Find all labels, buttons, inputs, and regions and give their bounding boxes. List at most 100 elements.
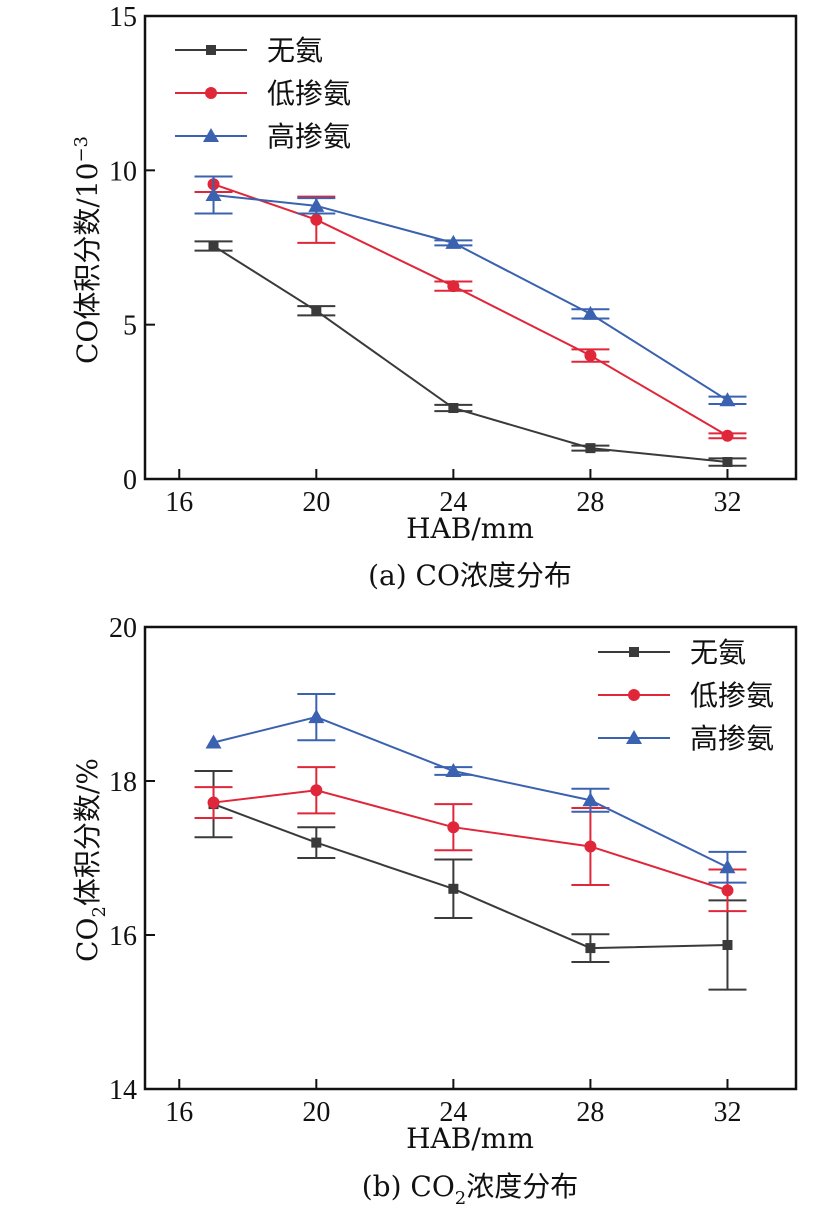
y-axis-label-a-main: CO体积分数/10 bbox=[71, 163, 104, 364]
caption-b-post: 浓度分布 bbox=[466, 1170, 578, 1203]
legend-item: 低掺氨 bbox=[175, 77, 351, 110]
series-line bbox=[213, 716, 728, 869]
y-axis-label-b: CO2体积分数/% bbox=[71, 758, 110, 962]
data-point bbox=[310, 784, 323, 797]
y-tick-label: 10 bbox=[109, 156, 137, 187]
data-point bbox=[584, 349, 597, 362]
data-point bbox=[445, 234, 462, 249]
y-tick-label: 5 bbox=[123, 311, 137, 342]
data-point bbox=[205, 187, 222, 202]
data-point bbox=[722, 457, 733, 468]
y-tick-label: 16 bbox=[109, 921, 137, 952]
legend-item: 高掺氨 bbox=[175, 120, 351, 153]
x-tick-label: 20 bbox=[302, 487, 330, 518]
x-tick-label: 16 bbox=[165, 1097, 193, 1128]
data-point bbox=[447, 280, 460, 293]
caption-b: (b) CO2浓度分布 bbox=[362, 1170, 579, 1209]
data-point bbox=[722, 940, 733, 951]
data-point bbox=[448, 883, 459, 894]
legend-marker bbox=[626, 730, 642, 744]
data-point bbox=[582, 305, 599, 320]
legend-item: 无氨 bbox=[175, 34, 323, 67]
data-point bbox=[585, 943, 596, 954]
legend-label: 无氨 bbox=[690, 636, 746, 669]
legend-item: 低掺氨 bbox=[598, 679, 774, 712]
axis-ticks-a: 16 20 24 28 32 0 5 10 15 bbox=[109, 2, 741, 518]
series-3 bbox=[205, 692, 747, 884]
data-point bbox=[311, 837, 322, 848]
x-tick-label: 32 bbox=[713, 1097, 741, 1128]
data-point bbox=[311, 305, 322, 316]
axis-ticks-b: 16 20 24 28 32 14 16 18 20 bbox=[109, 613, 741, 1128]
legend-label: 低掺氨 bbox=[267, 77, 351, 110]
y-axis-label-a-exponent: −3 bbox=[71, 136, 92, 163]
data-point bbox=[448, 403, 459, 414]
series-2 bbox=[194, 766, 747, 913]
series-line bbox=[212, 245, 728, 464]
series-1 bbox=[194, 240, 747, 468]
legend-marker bbox=[628, 689, 640, 701]
x-tick-label: 24 bbox=[439, 1097, 467, 1128]
data-point bbox=[719, 859, 736, 874]
x-tick-label: 24 bbox=[439, 487, 467, 518]
legend-marker bbox=[629, 647, 639, 657]
data-point bbox=[585, 443, 596, 454]
legend-marker bbox=[203, 128, 219, 142]
legend-label: 高掺氨 bbox=[267, 120, 351, 153]
series-group-a bbox=[194, 175, 747, 468]
data-point bbox=[308, 197, 325, 212]
series-2 bbox=[194, 175, 747, 442]
y-tick-label: 14 bbox=[109, 1075, 137, 1106]
data-point bbox=[310, 213, 323, 226]
data-point bbox=[719, 392, 736, 407]
plot-frame-a bbox=[143, 14, 798, 481]
series-line bbox=[213, 194, 729, 402]
y-tick-label: 18 bbox=[109, 767, 137, 798]
data-point bbox=[447, 821, 460, 834]
y-tick-label: 0 bbox=[123, 465, 137, 496]
x-axis-label-b: HAB/mm bbox=[406, 1122, 534, 1155]
series-line bbox=[213, 183, 728, 437]
y-axis-label-b-pre: CO bbox=[71, 918, 104, 962]
x-axis-label-a: HAB/mm bbox=[406, 512, 534, 545]
data-point bbox=[584, 840, 597, 853]
caption-b-sub: 2 bbox=[455, 1188, 466, 1209]
legend-item: 高掺氨 bbox=[598, 722, 774, 755]
x-tick-label: 32 bbox=[713, 487, 741, 518]
y-axis-label-b-sub: 2 bbox=[89, 906, 110, 917]
data-point bbox=[208, 240, 219, 251]
y-tick-label: 15 bbox=[109, 2, 137, 33]
x-tick-label: 16 bbox=[165, 487, 193, 518]
legend-label: 无氨 bbox=[267, 34, 323, 67]
legend-item: 无氨 bbox=[598, 636, 746, 669]
data-point bbox=[308, 709, 325, 724]
data-point bbox=[445, 762, 462, 777]
data-point bbox=[205, 734, 222, 749]
y-axis-label-b-post: 体积分数/% bbox=[71, 758, 104, 906]
caption-b-pre: (b) CO bbox=[362, 1170, 455, 1203]
data-point bbox=[721, 429, 734, 442]
y-axis-label-a: CO体积分数/10−3 bbox=[71, 136, 104, 364]
series-group-b bbox=[194, 692, 747, 991]
data-point bbox=[582, 792, 599, 807]
x-tick-label: 28 bbox=[576, 1097, 604, 1128]
y-tick-label: 20 bbox=[109, 613, 137, 644]
x-tick-label: 20 bbox=[302, 1097, 330, 1128]
data-point bbox=[721, 884, 734, 897]
series-line bbox=[213, 803, 728, 950]
caption-a: (a) CO浓度分布 bbox=[368, 559, 572, 592]
legend-marker bbox=[206, 45, 216, 55]
x-tick-label: 28 bbox=[576, 487, 604, 518]
legend-label: 高掺氨 bbox=[690, 722, 774, 755]
plot-frame-b bbox=[143, 625, 798, 1091]
legend-label: 低掺氨 bbox=[690, 679, 774, 712]
series-3 bbox=[194, 175, 747, 407]
data-point bbox=[207, 796, 220, 809]
legend-marker bbox=[205, 87, 217, 99]
series-line bbox=[213, 789, 728, 892]
